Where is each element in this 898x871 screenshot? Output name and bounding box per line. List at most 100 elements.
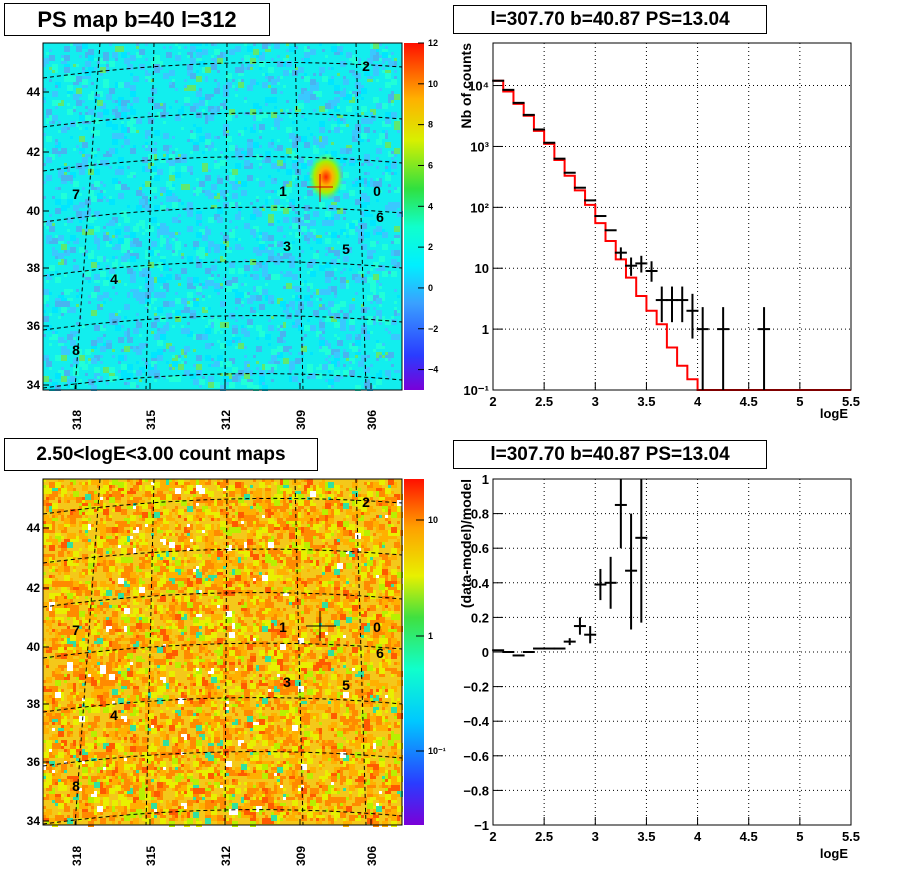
residual-x-tick-label: 4 (694, 829, 702, 844)
map-y-tick-36: 36 (27, 755, 41, 769)
count-map-texture (43, 479, 403, 827)
spectrum-x-tick-label: 4.5 (740, 394, 758, 409)
count-map-source-labels: 0 1 2 3 4 5 6 7 8 (72, 494, 384, 794)
ps-colorbar-tick-label: 0 (428, 283, 433, 293)
residual-data-point (604, 556, 617, 609)
spectrum-y-tick-label: 10 (475, 261, 489, 276)
residual-data-point (594, 568, 607, 601)
map-y-tick-38: 38 (27, 697, 41, 711)
count-map-title: 2.50<logE<3.00 count maps (4, 438, 318, 471)
ps-map-crosshair (307, 174, 333, 202)
residual-data-point (573, 617, 586, 635)
residual-data-point (563, 638, 576, 646)
residual-x-tick-label: 5 (796, 829, 803, 844)
source-label-5: 5 (342, 241, 350, 257)
residual-y-tick-label: 0.2 (471, 610, 489, 625)
count-colorbar (404, 479, 424, 825)
residual-title: l=307.70 b=40.87 PS=13.04 (453, 440, 767, 469)
ps-colorbar-tick-label: 6 (428, 160, 433, 170)
map-y-tick-44: 44 (27, 85, 41, 99)
source-label-4: 4 (110, 707, 118, 723)
spectrum-y-tick-label: 10⁴ (468, 79, 489, 94)
source-label-8: 8 (72, 778, 80, 794)
residual-axes: 2 2.5 3 3.5 4 4.5 5 5.5 1 0.8 0.6 0.4 0.2 0 −0.2 −0.4 −0… (463, 472, 860, 844)
residual-y-tick-label: −0.6 (463, 749, 489, 764)
source-label-0: 0 (373, 619, 381, 635)
spectrum-data-point (655, 286, 668, 323)
spectrum-x-tick-label: 3 (592, 394, 599, 409)
spectrum-data-point (666, 286, 678, 323)
spectrum-x-tick-label: 2.5 (535, 394, 553, 409)
count-map-crosshair (306, 611, 336, 641)
spectrum-axes: 2 2.5 3 3.5 4 4.5 5 5.5 10⁴ 10³ 10² 10 1 10⁻¹ (463, 79, 860, 409)
source-label-4: 4 (110, 271, 118, 287)
spectrum-title: l=307.70 b=40.87 PS=13.04 (453, 5, 767, 34)
residual-panel: 2 2.5 3 3.5 4 4.5 5 5.5 1 0.8 0.6 0.4 0.2 0 −0.2 −0.4 −0… (458, 472, 860, 861)
spectrum-y-tick-label: 10⁻¹ (463, 383, 489, 398)
residual-data-point (614, 479, 627, 549)
residual-frame (492, 478, 852, 826)
residual-ylabel: (data-model)/model (458, 479, 474, 608)
count-colorbar-tick-label: 10⁻¹ (428, 746, 446, 756)
spectrum-model-line (493, 79, 851, 391)
residual-x-tick-label: 2.5 (535, 829, 553, 844)
spectrum-data-point (645, 261, 658, 282)
spectrum-grid (492, 43, 852, 391)
ps-colorbar-tick-label: 8 (428, 120, 433, 130)
count-colorbar-ticks: 10 1 10⁻¹ (416, 515, 446, 756)
ps-map-grid (42, 42, 403, 390)
map-x-tick-309: 309 (294, 410, 308, 430)
count-colorbar-tick-label: 10 (428, 515, 438, 525)
source-label-7: 7 (72, 186, 80, 202)
ps-colorbar-tick-label: 10 (428, 79, 438, 89)
residual-x-tick-label: 2 (489, 829, 496, 844)
ps-colorbar-tick-label: 12 (428, 38, 438, 48)
spectrum-data-point (717, 307, 730, 390)
residual-data-point (584, 626, 597, 644)
spectrum-x-tick-label: 2 (489, 394, 496, 409)
spectrum-ylabel: Nb of counts (458, 43, 474, 129)
source-label-6: 6 (376, 645, 384, 661)
map-x-tick-309: 309 (294, 846, 308, 866)
map-y-tick-40: 40 (27, 640, 41, 654)
residual-y-tick-label: −0.8 (463, 783, 489, 798)
spectrum-data-point (625, 257, 638, 276)
spectrum-data-points (492, 79, 771, 390)
spectrum-panel: 2 2.5 3 3.5 4 4.5 5 5.5 10⁴ 10³ 10² 10 1 10⁻¹ logE Nb… (458, 42, 860, 421)
ps-colorbar-tick-label: 4 (428, 201, 433, 211)
map-x-tick-315: 315 (144, 846, 158, 866)
map-y-tick-34: 34 (27, 814, 41, 828)
map-x-tick-312: 312 (219, 846, 233, 866)
residual-y-tick-label: 0.4 (471, 576, 490, 591)
residual-x-tick-label: 3 (592, 829, 599, 844)
map-x-tick-315: 315 (144, 410, 158, 430)
map-x-tick-318: 318 (70, 846, 84, 866)
map-y-tick-42: 42 (27, 145, 41, 159)
residual-xlabel: logE (820, 846, 848, 861)
map-y-tick-36: 36 (27, 319, 41, 333)
count-map-grid (42, 478, 403, 826)
map-y-tick-44: 44 (27, 521, 41, 535)
source-label-5: 5 (342, 677, 350, 693)
residual-x-tick-label: 3.5 (637, 829, 655, 844)
spectrum-data-point (614, 247, 627, 260)
spectrum-xlabel: logE (820, 406, 848, 421)
spectrum-x-tick-label: 5.5 (842, 394, 860, 409)
spectrum-data-point (686, 293, 699, 339)
spectrum-data-point (696, 307, 709, 390)
residual-y-tick-label: 0.8 (471, 507, 489, 522)
residual-data-point (635, 479, 648, 623)
map-x-tick-312: 312 (219, 410, 233, 430)
map-x-tick-306: 306 (365, 410, 379, 430)
map-x-tick-318: 318 (70, 410, 84, 430)
count-map-frame (42, 478, 403, 826)
map-y-tick-34: 34 (27, 378, 41, 392)
ps-map-title: PS map b=40 l=312 (4, 3, 270, 36)
residual-data-points (492, 479, 648, 657)
ps-colorbar-tick-label: −2 (428, 324, 438, 334)
map-y-tick-38: 38 (27, 261, 41, 275)
count-colorbar-tick-label: 1 (428, 631, 433, 641)
